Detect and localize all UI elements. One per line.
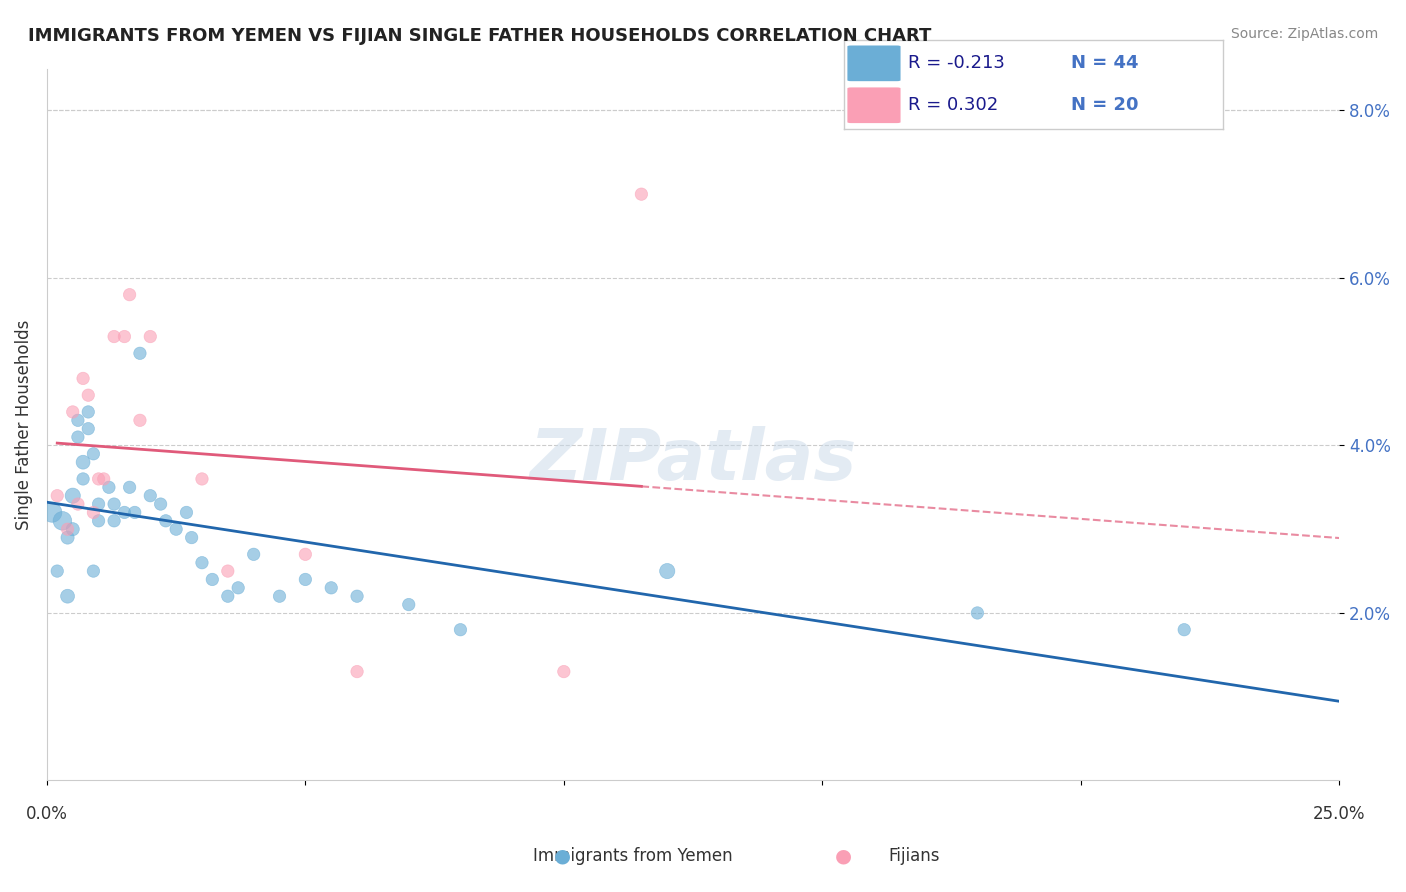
Point (1173, 623, 1195, 637)
Point (449, 623, 471, 637)
Point (77, 388, 100, 402)
Point (118, 287, 141, 301)
Point (72, 371, 94, 385)
Point (657, 564, 679, 578)
Point (129, 346, 152, 360)
Point (201, 573, 224, 587)
Point (217, 564, 239, 578)
FancyBboxPatch shape (848, 45, 901, 81)
Point (191, 472, 214, 486)
Text: R = -0.213: R = -0.213 (908, 54, 1005, 72)
Point (294, 573, 316, 587)
Point (129, 413, 152, 427)
Point (97, 480, 120, 494)
Text: Source: ZipAtlas.com: Source: ZipAtlas.com (1230, 27, 1378, 41)
Text: N = 44: N = 44 (1071, 54, 1139, 72)
Point (62, 405, 84, 419)
Point (139, 489, 162, 503)
Point (46, 489, 69, 503)
Text: 0.0%: 0.0% (25, 805, 67, 823)
Point (66, 430, 89, 444)
Text: N = 20: N = 20 (1071, 96, 1139, 114)
Point (124, 505, 146, 519)
Point (93, 472, 115, 486)
Point (398, 598, 420, 612)
Point (62, 489, 84, 503)
Point (114, 329, 136, 343)
Point (346, 589, 368, 603)
Point (72, 472, 94, 486)
Point (46, 564, 69, 578)
Text: Fijians: Fijians (889, 847, 939, 865)
Point (321, 581, 343, 595)
Point (56, 522, 79, 536)
Point (139, 329, 162, 343)
Point (66, 497, 89, 511)
Point (66, 413, 89, 427)
Text: ZIPatlas: ZIPatlas (530, 425, 856, 494)
Point (191, 556, 214, 570)
Point (294, 547, 316, 561)
Text: 25.0%: 25.0% (1313, 805, 1365, 823)
Point (56, 589, 79, 603)
Point (269, 589, 291, 603)
Point (180, 531, 202, 545)
Point (966, 606, 988, 620)
Text: ●: ● (835, 847, 852, 866)
Point (226, 581, 249, 595)
Point (553, 665, 575, 679)
Point (82, 564, 104, 578)
Point (51, 514, 73, 528)
Point (165, 522, 187, 536)
Text: IMMIGRANTS FROM YEMEN VS FIJIAN SINGLE FATHER HOUSEHOLDS CORRELATION CHART: IMMIGRANTS FROM YEMEN VS FIJIAN SINGLE F… (28, 27, 932, 45)
Point (103, 329, 125, 343)
Text: Immigrants from Yemen: Immigrants from Yemen (533, 847, 733, 865)
Point (82, 447, 104, 461)
Point (87, 514, 110, 528)
Point (155, 514, 177, 528)
Point (77, 405, 100, 419)
Point (103, 497, 125, 511)
Text: ●: ● (554, 847, 571, 866)
Point (82, 505, 104, 519)
Point (62, 522, 84, 536)
Point (217, 589, 239, 603)
Point (176, 505, 198, 519)
Y-axis label: Single Father Households: Single Father Households (15, 319, 32, 530)
Point (346, 665, 368, 679)
Point (41, 505, 63, 519)
Point (56, 531, 79, 545)
Point (77, 422, 100, 436)
Point (242, 547, 264, 561)
Point (72, 455, 94, 469)
Point (630, 187, 652, 202)
Point (118, 480, 141, 494)
Text: R = 0.302: R = 0.302 (908, 96, 998, 114)
Point (87, 497, 110, 511)
Point (103, 514, 125, 528)
Point (87, 472, 110, 486)
FancyBboxPatch shape (848, 87, 901, 123)
Point (149, 497, 172, 511)
Point (114, 505, 136, 519)
